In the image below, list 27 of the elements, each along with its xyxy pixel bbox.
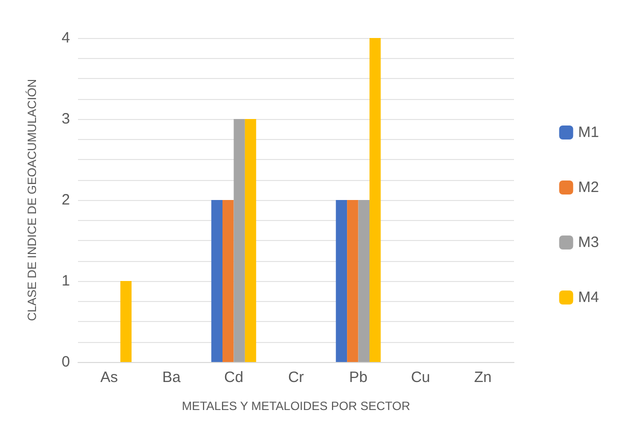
bar xyxy=(211,200,223,362)
y-tick-label: 3 xyxy=(62,110,70,128)
x-axis-title: METALES Y METALOIDES POR SECTOR xyxy=(182,399,410,413)
bar xyxy=(336,200,348,362)
legend-label: M2 xyxy=(578,179,600,196)
y-axis-title: CLASE DE INDICE DE GEOACUMULACIÓN xyxy=(25,78,39,322)
bar xyxy=(222,200,234,362)
y-tick-label: 0 xyxy=(62,354,70,370)
x-tick-label: Cu xyxy=(410,369,430,386)
bar xyxy=(234,119,245,362)
legend-label: M3 xyxy=(578,234,600,251)
y-tick-label: 1 xyxy=(62,272,70,290)
x-tick-label: Zn xyxy=(474,369,492,386)
legend-label: M4 xyxy=(578,289,600,306)
x-tick-label: Pb xyxy=(349,369,368,386)
bar xyxy=(347,200,358,362)
x-tick-label: Cd xyxy=(224,369,244,386)
bar xyxy=(358,200,370,362)
y-tick-label: 4 xyxy=(62,30,70,46)
y-tick-label: 2 xyxy=(62,192,70,208)
x-tick-label: As xyxy=(100,369,118,386)
legend-label: M1 xyxy=(578,124,600,141)
x-tick-label: Ba xyxy=(162,369,182,386)
bar xyxy=(120,281,132,362)
bar xyxy=(369,38,381,362)
x-tick-label: Cr xyxy=(288,369,304,386)
bar xyxy=(244,119,256,362)
